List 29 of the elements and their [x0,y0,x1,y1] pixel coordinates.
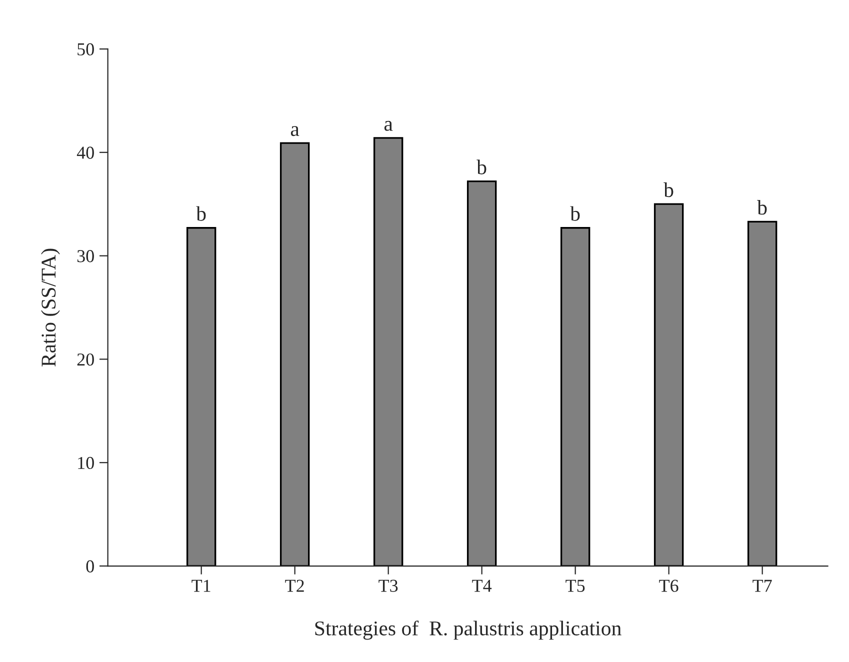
annotation: a [384,120,393,131]
y-tick-label: 50 [78,43,94,56]
y-tick-label: 40 [76,146,94,159]
annotation: a [290,126,300,136]
bar [560,227,590,566]
x-tick-label: T6 [659,580,678,592]
x-tick-label: T7 [752,580,772,592]
y-axis-title: Ratio (SS/TA) [41,248,60,367]
bar [466,180,497,566]
x-tick-label: T1 [192,580,210,592]
bar [373,137,404,566]
x-tick-label: T3 [378,580,398,592]
y-tick-label: 0 [86,560,94,572]
x-tick-label: T5 [566,580,585,592]
annotation: b [476,160,486,174]
y-tick-label: 20 [77,353,94,366]
y-tick-label: 10 [78,456,94,470]
x-axis-title: Strategies of R. palustris application [315,620,622,640]
bar [747,220,778,566]
x-tick-label: T2 [285,580,304,592]
bar [280,142,310,566]
annotation: b [570,206,580,221]
bar [186,227,216,566]
x-tick-label: T4 [472,580,492,592]
annotation: b [757,200,767,215]
y-tick-label: 30 [77,250,94,262]
annotation: b [664,182,674,198]
annotation: b [196,206,206,221]
bar [654,203,684,566]
